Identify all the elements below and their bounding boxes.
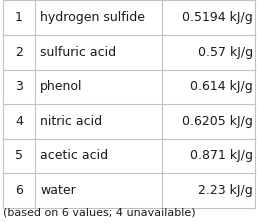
Text: 6: 6: [15, 184, 23, 197]
Text: 5: 5: [15, 149, 23, 163]
Text: 1: 1: [15, 11, 23, 24]
Text: 0.871 kJ/g: 0.871 kJ/g: [190, 149, 253, 163]
Text: (based on 6 values; 4 unavailable): (based on 6 values; 4 unavailable): [3, 207, 195, 217]
Text: 0.5194 kJ/g: 0.5194 kJ/g: [182, 11, 253, 24]
Text: 4: 4: [15, 115, 23, 128]
Text: phenol: phenol: [40, 80, 83, 93]
Text: acetic acid: acetic acid: [40, 149, 108, 163]
Text: 3: 3: [15, 80, 23, 93]
Text: 2.23 kJ/g: 2.23 kJ/g: [198, 184, 253, 197]
Text: 0.57 kJ/g: 0.57 kJ/g: [198, 46, 253, 59]
Text: hydrogen sulfide: hydrogen sulfide: [40, 11, 145, 24]
Text: 0.614 kJ/g: 0.614 kJ/g: [190, 80, 253, 93]
Text: 2: 2: [15, 46, 23, 59]
Text: sulfuric acid: sulfuric acid: [40, 46, 116, 59]
Text: 0.6205 kJ/g: 0.6205 kJ/g: [182, 115, 253, 128]
Text: nitric acid: nitric acid: [40, 115, 102, 128]
Text: water: water: [40, 184, 76, 197]
